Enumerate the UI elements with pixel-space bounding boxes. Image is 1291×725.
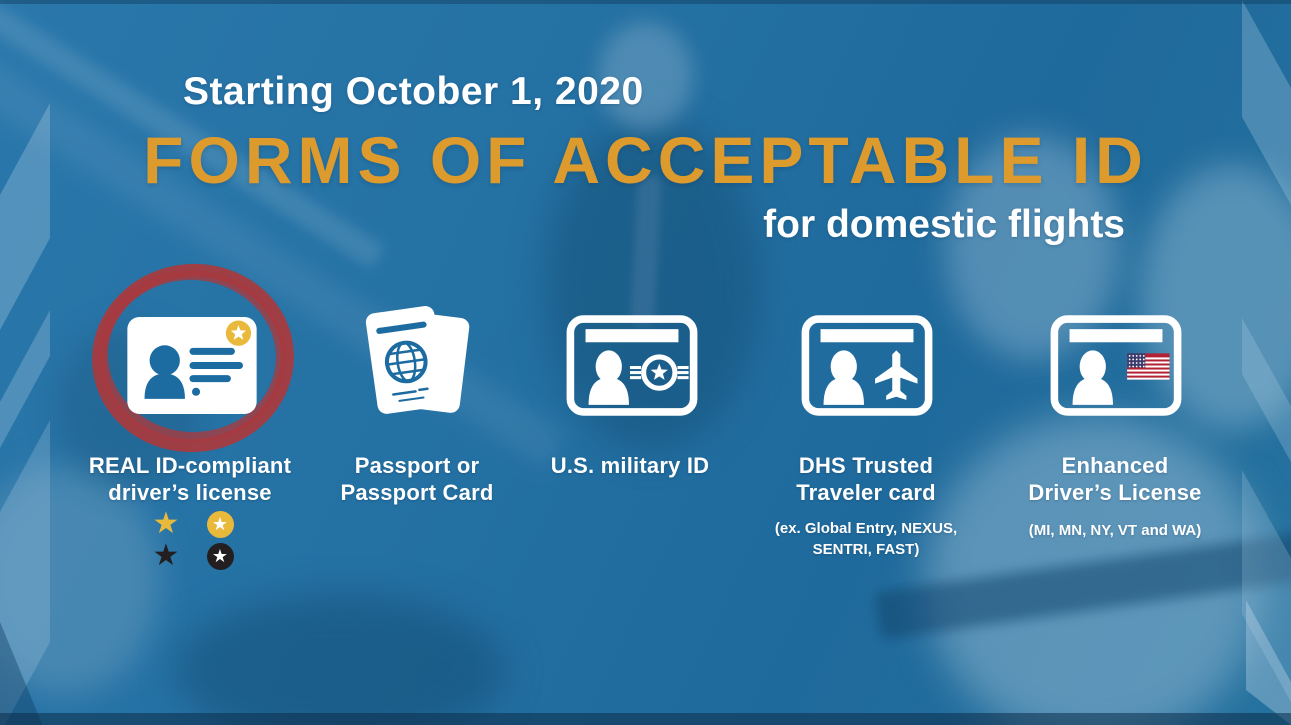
item-label-military-id: U.S. military ID (550, 453, 710, 478)
airplane-glyph (875, 350, 918, 400)
top-edge-strip (0, 0, 1291, 4)
kicker-text: Starting October 1, 2020 (183, 70, 644, 113)
item-sublabel-enhanced-license: (MI, MN, NY, VT and WA) (1028, 522, 1202, 539)
gold-star-icon: ★ (152, 507, 180, 540)
page-title: FORMS OF ACCEPTABLE ID (143, 123, 1148, 197)
military-id-icon (566, 315, 698, 416)
real-id-star-markers: ★ ★ ★ ★ (139, 507, 247, 572)
background-figure (175, 595, 505, 725)
item-label-enhanced-license: Enhanced Driver’s License (1028, 453, 1202, 505)
us-flag-icon (1127, 353, 1170, 380)
passport-icon (365, 306, 470, 414)
real-id-drivers-license-icon (127, 317, 257, 414)
background-figure (598, 22, 693, 130)
item-sublabel-trusted-traveler: (ex. Global Entry, NEXUS, SENTRI, FAST) (774, 520, 958, 558)
item-label-passport: Passport or Passport Card (340, 453, 494, 505)
gold-star-badge-icon (225, 320, 252, 346)
enhanced-drivers-license-icon (1050, 315, 1182, 416)
black-star-icon: ★ (152, 539, 180, 572)
background-figure (0, 465, 160, 695)
black-circle-star-icon: ★ (206, 542, 234, 570)
item-label-real-id: REAL ID-compliant driver’s license (88, 453, 292, 505)
item-label-trusted-traveler: DHS Trusted Traveler card (796, 453, 936, 505)
background-figure (1140, 165, 1291, 430)
trusted-traveler-card-icon (801, 315, 933, 416)
page-subtitle: for domestic flights (763, 203, 1125, 246)
gold-circle-star-icon: ★ (206, 510, 234, 538)
bottom-edge-strip (0, 713, 1291, 725)
